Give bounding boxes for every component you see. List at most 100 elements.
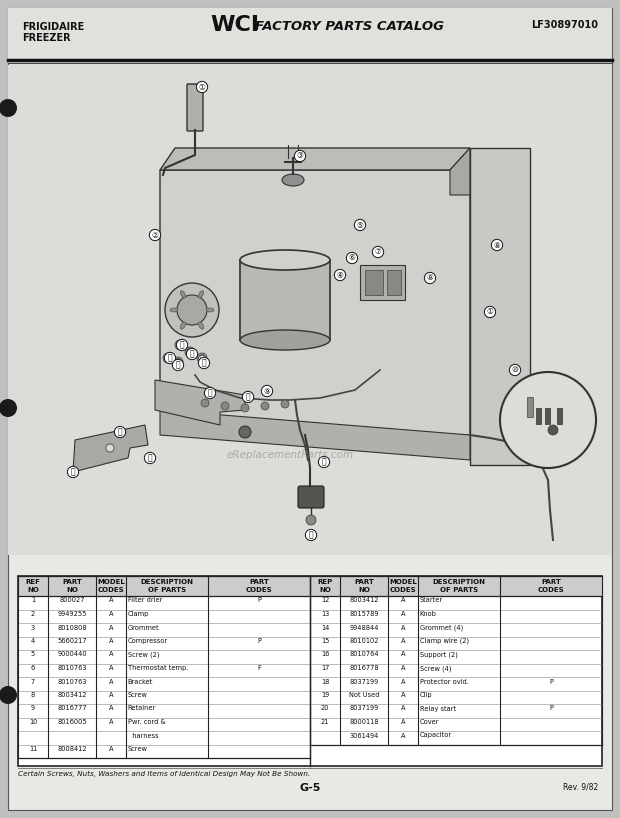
Text: LF30897010: LF30897010 <box>531 20 598 30</box>
Text: PART: PART <box>249 579 269 585</box>
FancyBboxPatch shape <box>187 84 203 131</box>
Text: ⑥: ⑥ <box>348 254 355 263</box>
Text: ⑦: ⑦ <box>374 248 381 257</box>
Text: Clip: Clip <box>420 692 432 698</box>
Text: A: A <box>108 611 113 617</box>
Bar <box>536 408 541 424</box>
Text: Compressor: Compressor <box>128 638 167 644</box>
Text: Knob: Knob <box>420 611 436 617</box>
Text: 5: 5 <box>31 651 35 658</box>
Circle shape <box>163 353 173 363</box>
Text: Starter: Starter <box>420 597 443 604</box>
Text: NO: NO <box>319 587 331 593</box>
Ellipse shape <box>240 330 330 350</box>
Text: Certain Screws, Nuts, Washers and Items of Identical Design May Not Be Shown.: Certain Screws, Nuts, Washers and Items … <box>18 771 310 777</box>
Text: CODES: CODES <box>390 587 416 593</box>
Text: 8010808: 8010808 <box>57 624 87 631</box>
Text: 7: 7 <box>31 678 35 685</box>
Text: PART: PART <box>541 579 561 585</box>
Text: ⑱: ⑱ <box>188 349 192 355</box>
Text: 8003412: 8003412 <box>57 692 87 698</box>
Text: eReplacementParts.com: eReplacementParts.com <box>226 450 353 460</box>
Text: Pwr. cord &: Pwr. cord & <box>128 719 165 725</box>
Text: ①: ① <box>198 83 205 92</box>
Text: 17: 17 <box>321 665 329 671</box>
Text: 16: 16 <box>321 651 329 658</box>
Text: P: P <box>549 678 553 685</box>
Text: A: A <box>401 651 405 658</box>
Text: 8010763: 8010763 <box>57 678 87 685</box>
Text: 9948844: 9948844 <box>349 624 379 631</box>
Text: ⑯: ⑯ <box>71 468 75 477</box>
Polygon shape <box>160 410 470 460</box>
Text: Not Used: Not Used <box>348 692 379 698</box>
Text: ⑭: ⑭ <box>148 453 153 462</box>
Text: ③: ③ <box>296 151 303 160</box>
Text: harness: harness <box>128 732 158 739</box>
Bar <box>18 576 602 766</box>
Text: OF PARTS: OF PARTS <box>148 587 186 593</box>
Text: 3061494: 3061494 <box>349 732 379 739</box>
Ellipse shape <box>180 322 185 329</box>
Text: REP: REP <box>317 579 332 585</box>
Text: ⑩: ⑩ <box>512 366 518 375</box>
Circle shape <box>306 515 316 525</box>
Text: CODES: CODES <box>246 587 272 593</box>
Text: A: A <box>401 624 405 631</box>
Text: Capacitor: Capacitor <box>420 732 451 739</box>
Text: 8010764: 8010764 <box>349 651 379 658</box>
Text: Thermostat temp.: Thermostat temp. <box>128 665 188 671</box>
Bar <box>8 8 612 63</box>
Text: 8037199: 8037199 <box>350 705 379 712</box>
Text: 8010763: 8010763 <box>57 665 87 671</box>
Text: 8015789: 8015789 <box>349 611 379 617</box>
Text: A: A <box>401 665 405 671</box>
Text: 1: 1 <box>31 597 35 604</box>
Text: 2: 2 <box>31 611 35 617</box>
Text: A: A <box>108 651 113 658</box>
Text: A: A <box>401 719 405 725</box>
Text: 15: 15 <box>321 638 329 644</box>
Ellipse shape <box>165 283 219 337</box>
Text: 9: 9 <box>31 705 35 712</box>
Text: A: A <box>108 692 113 698</box>
Text: F: F <box>257 665 261 671</box>
Text: P: P <box>257 638 261 644</box>
Text: ⑮: ⑮ <box>246 393 250 402</box>
Text: 14: 14 <box>321 624 329 631</box>
Text: ⑳: ⑳ <box>166 355 170 361</box>
Text: ⑱: ⑱ <box>190 349 194 358</box>
Text: 9949255: 9949255 <box>57 611 87 617</box>
Text: ⑯: ⑯ <box>176 359 180 365</box>
Text: Screw: Screw <box>128 746 148 752</box>
Circle shape <box>221 402 229 410</box>
Text: 8016777: 8016777 <box>57 705 87 712</box>
Text: ⑨: ⑨ <box>264 386 270 395</box>
Circle shape <box>241 404 249 412</box>
Polygon shape <box>160 148 470 170</box>
Text: ⑬: ⑬ <box>208 389 212 398</box>
Text: ⑲: ⑲ <box>200 355 204 361</box>
Text: 9000440: 9000440 <box>57 651 87 658</box>
Text: A: A <box>108 719 113 725</box>
Text: CODES: CODES <box>98 587 125 593</box>
Ellipse shape <box>198 322 203 329</box>
Circle shape <box>0 686 17 704</box>
Text: A: A <box>108 638 113 644</box>
Circle shape <box>281 400 289 408</box>
Circle shape <box>239 426 251 438</box>
Text: A: A <box>401 678 405 685</box>
Text: A: A <box>108 597 113 604</box>
Text: NO: NO <box>27 587 39 593</box>
Text: 8016005: 8016005 <box>57 719 87 725</box>
Text: Grommet (4): Grommet (4) <box>420 624 463 631</box>
Text: DESCRIPTION: DESCRIPTION <box>141 579 193 585</box>
Text: Grommet: Grommet <box>128 624 159 631</box>
Ellipse shape <box>282 174 304 186</box>
Bar <box>18 576 310 596</box>
Text: Screw: Screw <box>128 692 148 698</box>
Ellipse shape <box>198 291 203 298</box>
Text: A: A <box>108 624 113 631</box>
Text: Screw (2): Screw (2) <box>128 651 159 658</box>
Text: ⑲: ⑲ <box>202 358 206 367</box>
